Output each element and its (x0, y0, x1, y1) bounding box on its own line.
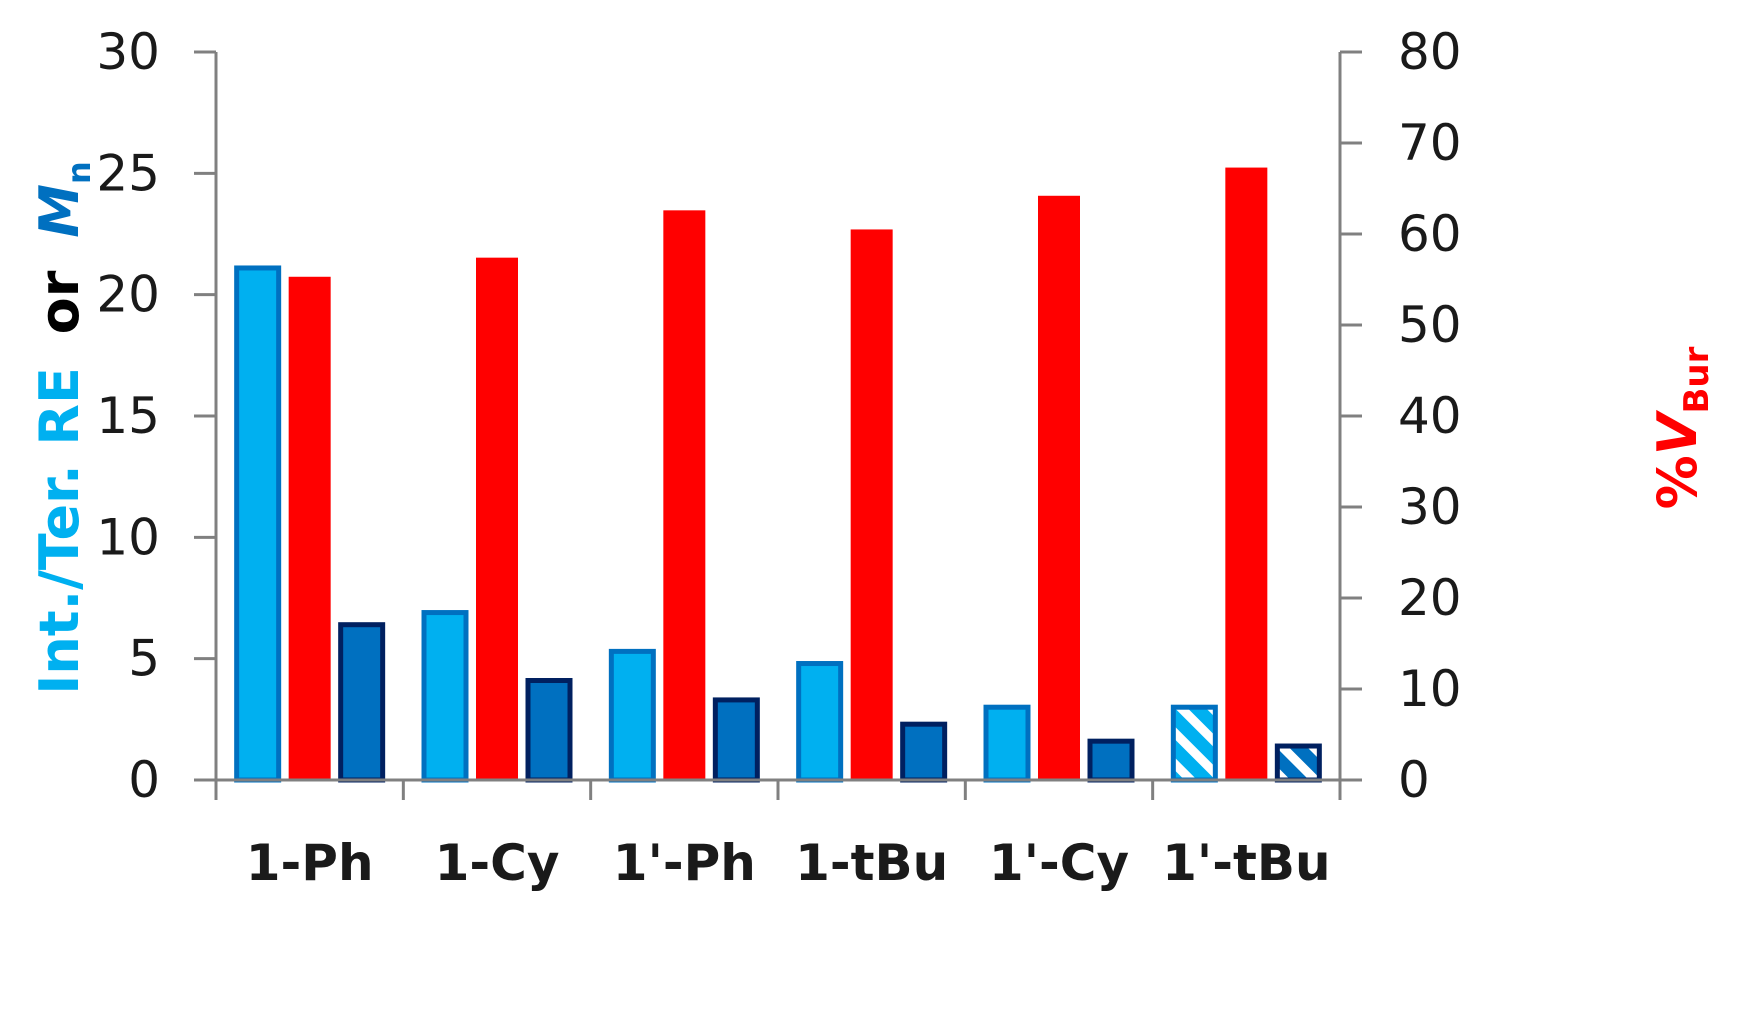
x-category-label: 1-Ph (246, 834, 374, 892)
left-axis-label-mn-sub: n (60, 161, 98, 184)
right-tick-label: 20 (1398, 569, 1462, 627)
bar-1'-tBu-series-2 (1225, 167, 1268, 780)
left-tick-label: 20 (96, 266, 160, 324)
right-axis-label: %VBur (1646, 346, 1717, 509)
right-tick-label: 80 (1398, 23, 1462, 81)
left-tick-label: 30 (96, 23, 160, 81)
left-tick-label: 15 (96, 387, 160, 445)
left-axis-label-or: or (28, 270, 91, 334)
left-axis-label: Int./Ter. RE or Mn (28, 161, 98, 694)
bar-1'-tBu-series-3 (1274, 743, 1322, 783)
bar-1'-Ph-series-2 (663, 210, 706, 781)
bar-1'-Ph-series-1 (608, 648, 656, 783)
right-axis-label-prefix: % (1646, 455, 1709, 509)
bar-1'-Ph-series-3 (712, 697, 760, 783)
bar-1-Cy-series-1 (421, 610, 469, 783)
left-axis-label-mn: M (28, 184, 91, 238)
left-axis-label-re: Int./Ter. RE (28, 367, 91, 695)
bar-1-tBu-series-1 (796, 661, 844, 783)
right-tick-label: 60 (1398, 205, 1462, 263)
right-tick-label: 10 (1398, 660, 1462, 718)
left-tick-label: 10 (96, 508, 160, 566)
axes-layer (194, 50, 1362, 800)
right-tick-label: 70 (1398, 114, 1462, 172)
right-tick-label: 50 (1398, 296, 1462, 354)
x-category-label: 1'-tBu (1162, 834, 1330, 892)
right-tick-label: 30 (1398, 478, 1462, 536)
bar-1'-Cy-series-2 (1038, 195, 1080, 780)
bar-1-Ph-series-1 (234, 265, 282, 783)
bar-1'-Cy-series-3 (1087, 738, 1135, 783)
right-tick-label: 40 (1398, 387, 1462, 445)
labels-layer: 0 5 10 15 20 25 30 0 10 20 30 40 50 60 70 80 1-Ph 1-Cy 1'-… (96, 23, 1461, 892)
x-category-label: 1-Cy (435, 834, 560, 892)
bar-1'-tBu-series-1 (1170, 704, 1218, 783)
bar-1-Ph-series-3 (338, 622, 386, 783)
left-tick-label: 0 (128, 751, 160, 809)
bar-1-tBu-series-3 (900, 721, 948, 783)
left-tick-label: 5 (128, 630, 160, 688)
bar-1-Cy-series-2 (476, 257, 518, 780)
bar-1-tBu-series-2 (850, 229, 893, 780)
right-axis-label-main: V (1646, 409, 1709, 455)
left-tick-label: 25 (96, 144, 160, 202)
bar-1-Ph-series-2 (288, 276, 331, 780)
bars-layer (234, 167, 1322, 783)
right-axis-label-sub: Bur (1677, 346, 1717, 413)
x-category-label: 1'-Cy (989, 834, 1129, 892)
x-category-label: 1'-Ph (613, 834, 756, 892)
right-tick-label: 0 (1398, 751, 1430, 809)
bar-1'-Cy-series-1 (983, 704, 1031, 783)
bar-1-Cy-series-3 (525, 678, 573, 783)
x-category-label: 1-tBu (795, 834, 948, 892)
